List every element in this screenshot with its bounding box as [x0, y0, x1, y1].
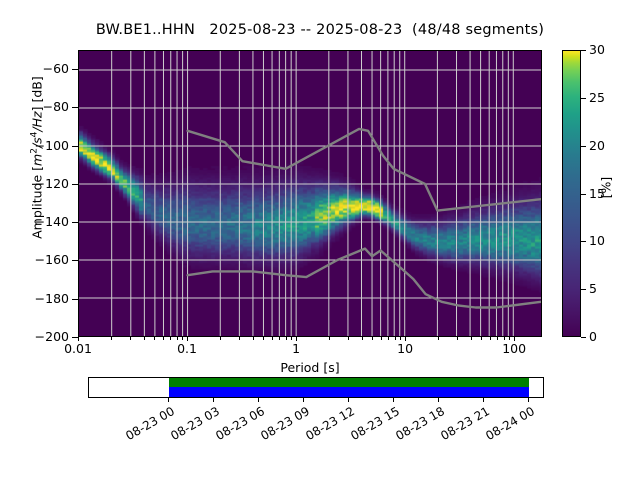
colorbar-tick-mark — [581, 50, 586, 51]
colorbar-tick-mark — [581, 241, 586, 242]
timeline-tick-mark — [303, 398, 304, 402]
colorbar — [562, 50, 581, 337]
x-tick-mark-minor — [154, 337, 155, 340]
x-tick-mark-minor — [263, 337, 264, 340]
x-tick-mark-minor — [272, 337, 273, 340]
y-tick-label: −120 — [9, 176, 69, 191]
colorbar-tick-label: 5 — [589, 281, 597, 296]
colorbar-tick-mark — [581, 194, 586, 195]
x-tick-mark-minor — [381, 337, 382, 340]
timeline-tick-mark — [438, 398, 439, 402]
y-tick-mark — [72, 260, 78, 261]
x-tick-mark-minor — [388, 337, 389, 340]
x-tick-label: 1 — [266, 341, 326, 356]
x-tick-mark-minor — [504, 337, 505, 340]
x-tick-mark-minor — [481, 337, 482, 340]
x-tick-mark-minor — [400, 337, 401, 340]
x-tick-mark-minor — [457, 337, 458, 340]
y-tick-label: −140 — [9, 214, 69, 229]
timeline-tick-mark — [393, 398, 394, 402]
colorbar-tick-mark — [581, 289, 586, 290]
y-tick-mark — [72, 107, 78, 108]
x-tick-mark-minor — [170, 337, 171, 340]
x-tick-label: 100 — [484, 341, 544, 356]
x-tick-mark-minor — [279, 337, 280, 340]
x-tick-mark-minor — [182, 337, 183, 340]
x-tick-label: 0.01 — [48, 341, 108, 356]
timeline-tick-mark — [258, 398, 259, 402]
x-tick-mark-minor — [362, 337, 363, 340]
colorbar-tick-mark — [581, 337, 586, 338]
x-tick-mark-minor — [329, 337, 330, 340]
x-tick-mark-minor — [144, 337, 145, 340]
x-tick-mark-minor — [438, 337, 439, 340]
y-tick-mark — [72, 184, 78, 185]
y-tick-label: −160 — [9, 252, 69, 267]
timeline-tick-mark — [483, 398, 484, 402]
x-tick-mark-minor — [130, 337, 131, 340]
y-tick-mark — [72, 146, 78, 147]
colorbar-label: [%] — [599, 148, 614, 228]
plot-title: BW.BE1..HHN 2025-08-23 -- 2025-08-23 (48… — [0, 22, 640, 38]
colorbar-tick-mark — [581, 146, 586, 147]
x-tick-mark-minor — [490, 337, 491, 340]
x-tick-mark-minor — [348, 337, 349, 340]
x-tick-mark-minor — [111, 337, 112, 340]
x-tick-label: 0.1 — [157, 341, 217, 356]
y-tick-label: −60 — [9, 61, 69, 76]
colorbar-tick-label: 30 — [589, 42, 605, 57]
y-label-unit-den: /Hz — [30, 111, 45, 131]
colorbar-tick-label: 25 — [589, 90, 605, 105]
x-tick-mark-minor — [253, 337, 254, 340]
y-tick-mark — [72, 69, 78, 70]
y-tick-mark — [72, 222, 78, 223]
x-tick-mark-minor — [163, 337, 164, 340]
colorbar-tick-mark — [581, 98, 586, 99]
ppsd-figure: BW.BE1..HHN 2025-08-23 -- 2025-08-23 (48… — [0, 0, 640, 480]
colorbar-tick-label: 0 — [589, 329, 597, 344]
noise-model-curves — [79, 51, 541, 336]
x-tick-mark-minor — [291, 337, 292, 340]
y-label-unit-num: m — [30, 154, 45, 166]
timeline-tick-mark — [213, 398, 214, 402]
timeline-tick-mark — [528, 398, 529, 402]
x-tick-mark-minor — [497, 337, 498, 340]
data-coverage-bar — [88, 377, 544, 398]
x-tick-mark-minor — [471, 337, 472, 340]
timeline-tick-mark — [168, 398, 169, 402]
x-tick-mark-minor — [220, 337, 221, 340]
y-tick-label: −80 — [9, 99, 69, 114]
y-label-sup2: 4 — [29, 132, 39, 138]
coverage-segment-blue — [169, 387, 529, 397]
coverage-segment-green — [169, 378, 529, 387]
x-tick-mark-minor — [239, 337, 240, 340]
x-tick-mark-minor — [286, 337, 287, 340]
x-axis-label: Period [s] — [78, 360, 542, 375]
x-tick-mark-minor — [372, 337, 373, 340]
x-tick-mark-minor — [509, 337, 510, 340]
ppsd-axes — [78, 50, 542, 337]
timeline-tick-mark — [348, 398, 349, 402]
x-tick-mark-minor — [395, 337, 396, 340]
x-tick-mark-minor — [177, 337, 178, 340]
colorbar-tick-label: 10 — [589, 233, 605, 248]
x-tick-label: 10 — [375, 341, 435, 356]
y-tick-label: −180 — [9, 291, 69, 306]
y-tick-label: −100 — [9, 138, 69, 153]
y-tick-mark — [72, 299, 78, 300]
